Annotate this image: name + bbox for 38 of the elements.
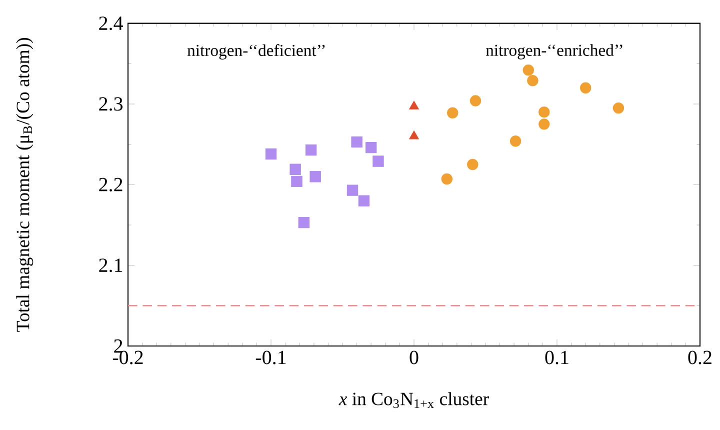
point: [291, 176, 302, 188]
point: [265, 148, 277, 160]
point: [310, 170, 321, 182]
annotation: nitrogen-‘‘enriched’’: [486, 44, 622, 60]
point: [409, 130, 419, 140]
point: [612, 102, 624, 114]
point: [358, 195, 370, 206]
y-tick-label: 2: [114, 339, 122, 353]
point: [372, 156, 384, 167]
x-tick-label: -0.2: [112, 350, 143, 364]
point: [346, 184, 358, 196]
point: [298, 216, 310, 228]
y-tick-label: 2.3: [99, 97, 123, 111]
point: [351, 136, 362, 148]
point: [527, 75, 538, 86]
point: [510, 136, 522, 147]
point: [538, 118, 550, 130]
annotation: nitrogen-‘‘deficient’’: [187, 44, 325, 60]
point: [522, 64, 534, 76]
x-tick-label: 0: [410, 350, 418, 364]
y-tick-label: 2.2: [99, 178, 122, 192]
y-tick-label: 2.4: [99, 16, 123, 30]
x-tick-label: 0.2: [688, 350, 712, 364]
point: [409, 100, 419, 110]
x-tick-label: 0.1: [545, 350, 568, 364]
point: [470, 95, 482, 106]
point: [290, 164, 301, 175]
x-axis-title: x in Co$_{3}$N$_{1+x}$ cluster: [338, 392, 489, 408]
point: [467, 158, 478, 170]
point: [366, 142, 377, 154]
point: [447, 107, 458, 118]
x-tick-label: -0.1: [256, 350, 286, 364]
point: [580, 82, 592, 94]
point: [441, 173, 452, 185]
point: [305, 144, 317, 156]
y-axis-title: Total magnetic moment (μ$_{B}$/(Co atom)): [16, 38, 34, 332]
y-tick-label: 2.1: [99, 258, 122, 272]
point: [538, 106, 550, 118]
